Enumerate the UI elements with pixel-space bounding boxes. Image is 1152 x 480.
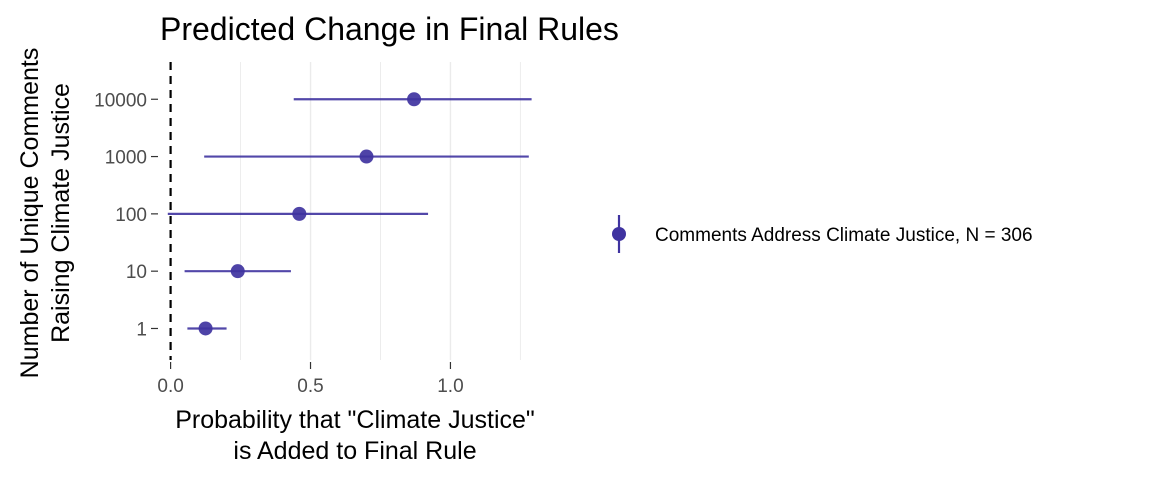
- y-tick-label: 1: [136, 319, 147, 340]
- x-tick-label: 0.0: [157, 376, 183, 397]
- y-tick-label: 1000: [105, 148, 147, 169]
- y-tick-label: 100: [115, 205, 147, 226]
- x-axis-label-line-2: is Added to Final Rule: [233, 437, 476, 465]
- point-estimate: [198, 321, 213, 336]
- data-marks: [167, 92, 532, 336]
- legend-label: Comments Address Climate Justice, N = 30…: [655, 225, 1033, 246]
- x-tick-labels: 0.0 0.5 1.0: [157, 362, 464, 397]
- legend-point-key: [612, 227, 626, 241]
- x-axis-label-line-1: Probability that "Climate Justice": [175, 406, 535, 434]
- y-tick-label: 10: [126, 262, 147, 283]
- point-estimate: [230, 264, 245, 279]
- x-tick-label: 1.0: [437, 376, 463, 397]
- y-tick-labels: 1 10 100 1000 10000: [94, 90, 158, 340]
- x-tick-label: 0.5: [297, 376, 323, 397]
- chart-title: Predicted Change in Final Rules: [160, 11, 619, 47]
- point-estimate: [359, 149, 374, 164]
- point-estimate: [292, 206, 307, 221]
- y-axis-label-line-2: Raising Climate Justice: [47, 83, 75, 343]
- point-estimate: [407, 92, 422, 107]
- gridlines: [240, 62, 521, 360]
- legend: Comments Address Climate Justice, N = 30…: [612, 215, 1033, 253]
- y-tick-label: 10000: [94, 90, 147, 111]
- y-axis-label-line-1: Number of Unique Comments: [16, 48, 44, 379]
